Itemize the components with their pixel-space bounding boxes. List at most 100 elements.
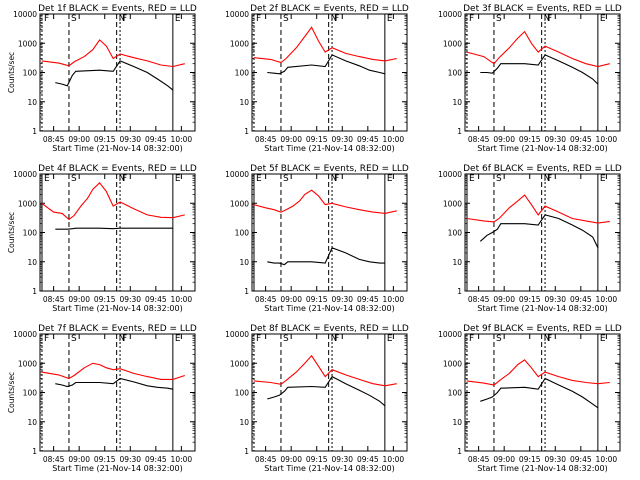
series-line xyxy=(480,377,599,409)
x-tick-label: 09:30 xyxy=(331,135,353,144)
plot-frame xyxy=(464,173,621,292)
x-tick-label: 09:00 xyxy=(280,455,302,464)
x-tick-label: 10:00 xyxy=(596,135,618,144)
series-line xyxy=(267,54,386,75)
event-marker-label: S xyxy=(71,14,77,24)
panel-title: Det 1f BLACK = Events, RED = LLD xyxy=(38,4,197,14)
event-marker-label: E xyxy=(600,14,606,24)
y-tick-label: 1 xyxy=(457,287,462,296)
y-tick-label: 10 xyxy=(239,98,249,107)
series-line xyxy=(267,247,385,266)
y-tick-label: 1 xyxy=(32,287,37,296)
y-tick-label: 1 xyxy=(244,127,249,136)
x-tick-label: 10:00 xyxy=(171,135,193,144)
y-tick-label: 10 xyxy=(27,258,37,267)
y-tick-label: 1 xyxy=(244,447,249,456)
y-axis-label: Counts/sec xyxy=(7,212,16,253)
event-marker-label: F xyxy=(469,14,474,24)
y-tick-label: 1000 xyxy=(230,359,249,368)
event-marker-label: S xyxy=(71,334,77,344)
y-tick-label: 100 xyxy=(23,69,38,78)
event-marker-label: N xyxy=(119,334,126,344)
x-tick-label: 09:30 xyxy=(544,295,566,304)
event-marker-label: E xyxy=(600,174,606,184)
x-tick-label: 09:00 xyxy=(68,295,90,304)
y-tick-label: 1000 xyxy=(230,199,249,208)
x-tick-label: 09:45 xyxy=(145,295,167,304)
event-marker-label: F xyxy=(122,174,127,184)
event-marker-label: F xyxy=(469,334,474,344)
event-marker-label: S xyxy=(496,14,502,24)
x-tick-label: 08:45 xyxy=(43,135,65,144)
x-tick-label: 09:30 xyxy=(119,455,141,464)
x-tick-label: 09:00 xyxy=(280,295,302,304)
event-marker-label: N xyxy=(119,14,126,24)
x-tick-label: 09:45 xyxy=(570,455,592,464)
event-marker-label: N xyxy=(331,334,338,344)
series-line xyxy=(253,189,397,214)
event-marker-label: N xyxy=(544,14,551,24)
series-line xyxy=(55,377,174,390)
y-tick-label: 1000 xyxy=(443,359,462,368)
y-tick-label: 1000 xyxy=(443,39,462,48)
event-marker-label: F xyxy=(547,334,552,344)
x-tick-label: 09:45 xyxy=(570,295,592,304)
x-tick-label: 09:15 xyxy=(519,455,541,464)
y-tick-label: 10000 xyxy=(13,10,37,19)
y-tick-label: 1000 xyxy=(230,39,249,48)
y-tick-label: 10 xyxy=(452,98,462,107)
y-tick-label: 10000 xyxy=(438,170,462,179)
x-tick-label: 09:30 xyxy=(119,135,141,144)
x-tick-label: 09:15 xyxy=(306,295,328,304)
series-line xyxy=(41,39,185,68)
y-tick-label: 100 xyxy=(23,389,38,398)
panel-title: Det 4f BLACK = Events, RED = LLD xyxy=(38,164,197,174)
event-marker-label: F xyxy=(547,174,552,184)
x-tick-label: 08:45 xyxy=(255,455,277,464)
series-line xyxy=(466,30,610,68)
y-tick-label: 10000 xyxy=(225,330,249,339)
x-tick-label: 10:00 xyxy=(171,295,193,304)
y-tick-label: 1000 xyxy=(443,199,462,208)
y-tick-label: 10 xyxy=(452,258,462,267)
y-tick-label: 1000 xyxy=(18,199,37,208)
x-axis-label: Start Time (21-Nov-14 08:32:00) xyxy=(477,144,607,153)
panel-title: Det 7f BLACK = Events, RED = LLD xyxy=(38,324,197,334)
y-tick-label: 100 xyxy=(448,69,463,78)
y-tick-label: 1 xyxy=(32,447,37,456)
x-tick-label: 09:15 xyxy=(94,455,116,464)
panel-title: Det 2f BLACK = Events, RED = LLD xyxy=(250,4,409,14)
event-marker-label: S xyxy=(496,334,502,344)
event-marker-label: E xyxy=(600,334,606,344)
x-axis-label: Start Time (21-Nov-14 08:32:00) xyxy=(52,304,182,313)
y-tick-label: 10000 xyxy=(225,10,249,19)
y-tick-label: 10000 xyxy=(438,330,462,339)
x-tick-label: 08:45 xyxy=(43,455,65,464)
y-tick-label: 10 xyxy=(27,418,37,427)
y-tick-label: 1 xyxy=(457,127,462,136)
event-marker-label: E xyxy=(44,174,50,184)
x-tick-label: 10:00 xyxy=(596,295,618,304)
plot-frame xyxy=(251,173,408,292)
series-line xyxy=(466,194,610,224)
x-tick-label: 10:00 xyxy=(383,135,405,144)
y-tick-label: 100 xyxy=(235,229,250,238)
plot-frame xyxy=(39,173,196,292)
y-axis-label: Counts/sec xyxy=(7,372,16,413)
event-marker-label: F xyxy=(334,174,339,184)
y-tick-label: 100 xyxy=(235,69,250,78)
event-marker-label: E xyxy=(175,14,181,24)
x-tick-label: 08:45 xyxy=(255,135,277,144)
x-tick-label: 10:00 xyxy=(171,455,193,464)
x-tick-label: 08:45 xyxy=(255,295,277,304)
x-tick-label: 08:45 xyxy=(468,135,490,144)
y-tick-label: 10000 xyxy=(13,170,37,179)
event-marker-label: S xyxy=(283,14,289,24)
event-marker-label: S xyxy=(283,334,289,344)
event-marker-label: N xyxy=(544,174,551,184)
event-marker-label: N xyxy=(119,174,126,184)
